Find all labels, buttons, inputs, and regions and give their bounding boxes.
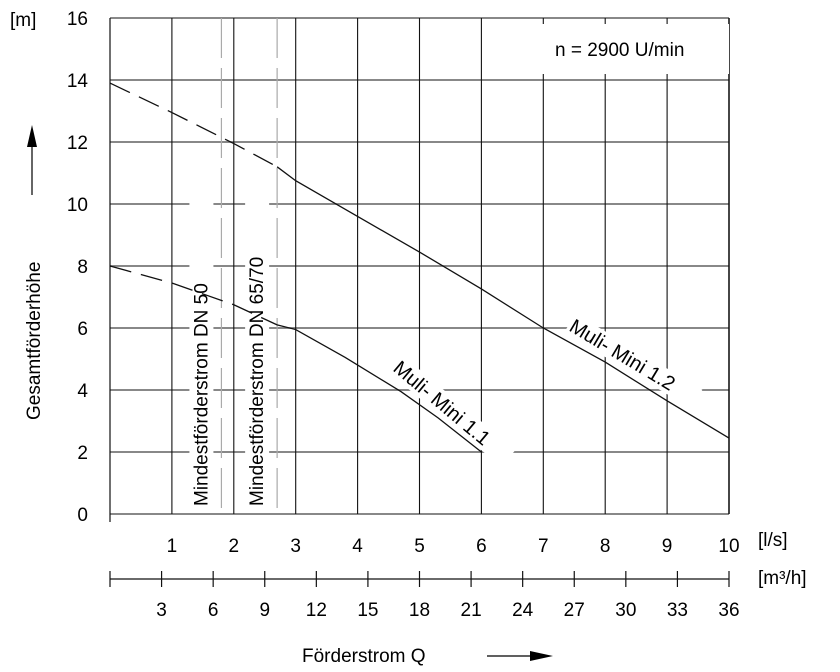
reference-lines: Mindestförderstrom DN 50 Mindestförderstr…	[189, 18, 278, 514]
x-tick-label: 1	[167, 536, 178, 557]
label-bg	[189, 200, 214, 510]
x2-tick-label: 12	[306, 600, 327, 621]
y-axis-title: Gesamtförderhöhe	[24, 262, 45, 420]
x2-tick-label: 18	[409, 600, 430, 621]
annotation-box	[541, 24, 729, 74]
x-tick-label: 3	[290, 536, 301, 557]
label-bg	[564, 313, 703, 409]
curve-dashed	[109, 265, 278, 326]
x2-tick-label: 30	[615, 600, 636, 621]
x-axis-title: Förderstrom Q	[302, 646, 426, 667]
y-tick-label: 10	[67, 195, 88, 216]
x-tick-label: 9	[662, 536, 673, 557]
curve-label-group: Muli- Mini 1.1	[387, 354, 516, 467]
x2-unit: [m³/h]	[758, 568, 807, 589]
x2-tick-label: 21	[461, 600, 482, 621]
x-tick-label: 4	[352, 536, 363, 557]
x-tick-label: 8	[600, 536, 611, 557]
x2-tick-label: 6	[208, 600, 219, 621]
curve-dashed	[109, 82, 278, 168]
curve-solid	[276, 324, 482, 453]
y-tick-label: 2	[77, 443, 88, 464]
x2-tick-label: 33	[667, 600, 688, 621]
x2-tick-label: 15	[357, 600, 378, 621]
min-flow-label: Mindestförderstrom DN 50	[191, 283, 212, 506]
x-tick-label: 2	[229, 536, 240, 557]
x2-tick-label: 27	[564, 600, 585, 621]
y-tick-label: 14	[67, 71, 89, 92]
x-tick-label: 7	[538, 536, 549, 557]
speed-annotation: n = 2900 U/min	[555, 40, 684, 61]
min-flow-label: Mindestförderstrom DN 65/70	[247, 257, 268, 506]
y-tick-label: 16	[67, 9, 88, 30]
x2-tick-label: 3	[156, 600, 167, 621]
y-tick-label: 4	[77, 381, 88, 402]
y-tick-label: 8	[77, 257, 88, 278]
x2-tick-label: 24	[512, 600, 534, 621]
y-tick-label: 0	[77, 505, 88, 526]
x2-tick-label: 9	[259, 600, 270, 621]
x-tick-label: 5	[414, 536, 425, 557]
x-tick-label: 6	[476, 536, 487, 557]
x-tick-label: 10	[718, 536, 739, 557]
curve-solid	[276, 166, 730, 439]
y-tick-label: 6	[77, 319, 88, 340]
label-bg	[245, 200, 270, 510]
y-axis-arrow-icon	[27, 125, 37, 195]
y-tick-label: 12	[67, 133, 88, 154]
x-axis-arrow-icon	[487, 651, 553, 661]
x-unit: [l/s]	[758, 530, 788, 551]
label-bg	[387, 354, 516, 467]
curve-label: Muli- Mini 1.1	[389, 357, 494, 450]
x2-tick-label: 36	[718, 600, 739, 621]
y-unit: [m]	[10, 10, 36, 31]
